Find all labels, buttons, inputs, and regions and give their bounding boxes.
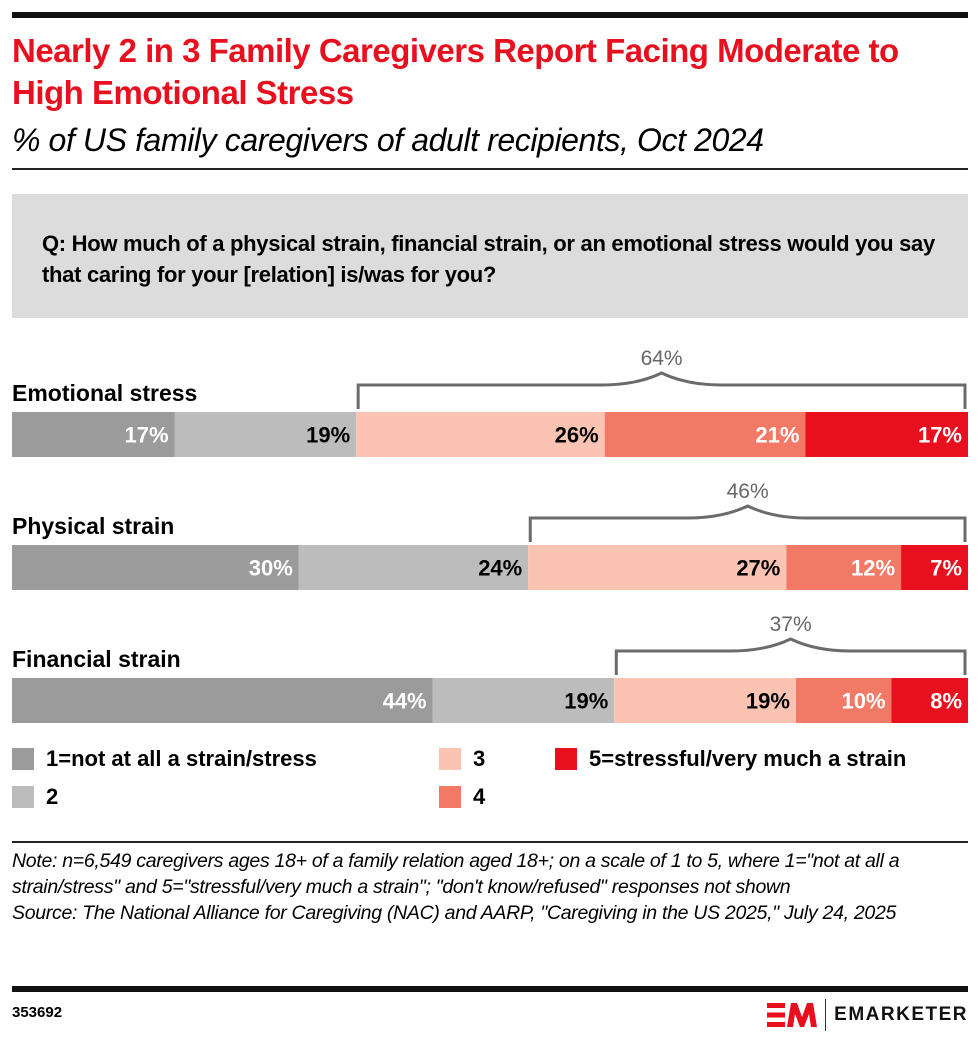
bracket-financial-strain bbox=[614, 637, 967, 675]
legend-swatch-4 bbox=[439, 786, 461, 808]
question-box: Q: How much of a physical strain, financ… bbox=[12, 194, 968, 318]
footnote: Note: n=6,549 caregivers ages 18+ of a f… bbox=[12, 848, 972, 926]
logo-divider bbox=[825, 999, 827, 1031]
legend-item-1: 1=not at all a strain/stress bbox=[12, 746, 317, 772]
bracket-physical-strain bbox=[528, 504, 967, 542]
chart-id: 353692 bbox=[12, 1004, 63, 1021]
legend-item-3: 3 bbox=[439, 746, 485, 772]
bar-segment-financial-strain-2 bbox=[432, 678, 615, 723]
data-label-financial-strain-4: 10% bbox=[841, 689, 885, 714]
data-label-emotional-stress-5: 17% bbox=[918, 423, 962, 448]
note-text: Note: n=6,549 caregivers ages 18+ of a f… bbox=[12, 850, 900, 898]
bottom-rule bbox=[12, 986, 968, 992]
chart-title: Nearly 2 in 3 Family Caregivers Report F… bbox=[12, 32, 899, 111]
row-label-emotional-stress: Emotional stress bbox=[12, 380, 197, 406]
bar-segment-financial-strain-4 bbox=[795, 678, 892, 723]
data-label-financial-strain-3: 19% bbox=[746, 689, 790, 714]
row-label-financial-strain: Financial strain bbox=[12, 646, 181, 672]
row-label-physical-strain: Physical strain bbox=[12, 513, 174, 539]
legend-swatch-1 bbox=[12, 748, 34, 770]
bar-segment-financial-strain-1 bbox=[12, 678, 433, 723]
bracket-label-emotional-stress: 64% bbox=[641, 347, 683, 370]
data-label-emotional-stress-3: 26% bbox=[555, 423, 599, 448]
source-text: Source: The National Alliance for Caregi… bbox=[12, 902, 897, 924]
question-text: Q: How much of a physical strain, financ… bbox=[42, 231, 935, 287]
data-label-emotional-stress-1: 17% bbox=[124, 423, 168, 448]
data-label-emotional-stress-2: 19% bbox=[306, 423, 350, 448]
bar-segment-financial-strain-5 bbox=[891, 678, 968, 723]
bar-segment-emotional-stress-4 bbox=[604, 412, 806, 457]
bar-segment-emotional-stress-3 bbox=[356, 412, 605, 457]
legend-label-2: 2 bbox=[46, 784, 59, 809]
bracket-emotional-stress bbox=[356, 371, 967, 409]
stacked-bar-chart: Emotional stress 17% 19% 26% 21% 17% 64% Physic… bbox=[12, 347, 968, 723]
bar-segment-physical-strain-2 bbox=[298, 545, 529, 590]
bar-segment-financial-strain-3 bbox=[614, 678, 796, 723]
bar-segment-physical-strain-1 bbox=[12, 545, 299, 590]
legend-item-2: 2 bbox=[12, 784, 58, 810]
title-divider bbox=[12, 168, 968, 170]
data-label-financial-strain-2: 19% bbox=[564, 689, 608, 714]
bar-segment-emotional-stress-2 bbox=[174, 412, 357, 457]
footer-divider bbox=[12, 841, 968, 843]
legend-item-5: 5=stressful/very much a strain bbox=[555, 746, 906, 772]
data-label-physical-strain-2: 24% bbox=[478, 556, 522, 581]
data-label-emotional-stress-4: 21% bbox=[755, 423, 799, 448]
legend-swatch-5 bbox=[555, 748, 577, 770]
data-label-physical-strain-3: 27% bbox=[736, 556, 780, 581]
legend-item-4: 4 bbox=[439, 784, 485, 810]
legend-swatch-3 bbox=[439, 748, 461, 770]
emarketer-logo: EMARKETER bbox=[767, 998, 968, 1032]
bar-segment-physical-strain-4 bbox=[786, 545, 902, 590]
bracket-label-physical-strain: 46% bbox=[727, 480, 769, 503]
legend-label-5: 5=stressful/very much a strain bbox=[589, 746, 907, 771]
data-label-physical-strain-5: 7% bbox=[930, 556, 962, 581]
bar-segment-physical-strain-5 bbox=[901, 545, 968, 590]
legend-label-4: 4 bbox=[473, 784, 486, 809]
brand-name: EMARKETER bbox=[834, 1004, 968, 1025]
chart-subtitle: % of US family caregivers of adult recip… bbox=[12, 122, 764, 158]
bar-segment-emotional-stress-1 bbox=[12, 412, 175, 457]
data-label-financial-strain-5: 8% bbox=[930, 689, 962, 714]
em-logo-icon bbox=[767, 1003, 818, 1027]
bar-segment-emotional-stress-5 bbox=[805, 412, 968, 457]
legend-label-3: 3 bbox=[473, 746, 486, 771]
legend: 1=not at all a strain/stress 2 3 4 5=str… bbox=[12, 746, 968, 826]
data-label-financial-strain-1: 44% bbox=[383, 689, 427, 714]
top-rule bbox=[12, 12, 968, 18]
data-label-physical-strain-1: 30% bbox=[249, 556, 293, 581]
legend-label-1: 1=not at all a strain/stress bbox=[46, 746, 317, 771]
bracket-label-financial-strain: 37% bbox=[770, 613, 812, 636]
data-label-physical-strain-4: 12% bbox=[851, 556, 895, 581]
bar-segment-physical-strain-3 bbox=[528, 545, 787, 590]
legend-swatch-2 bbox=[12, 786, 34, 808]
